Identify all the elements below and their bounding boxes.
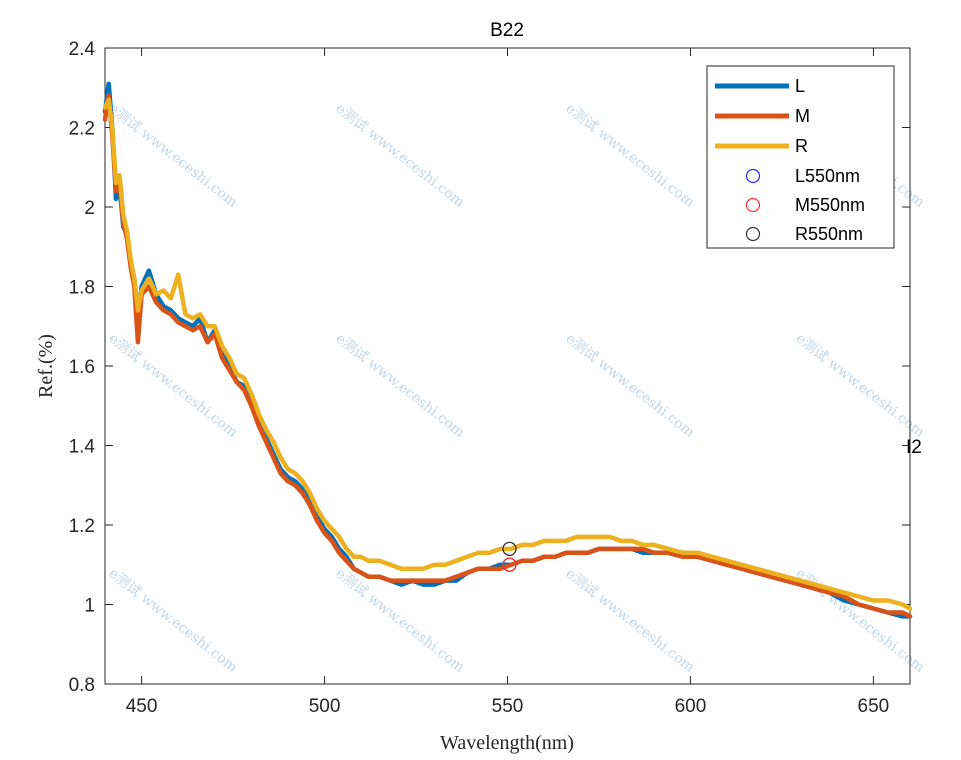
- chart-title: B22: [490, 20, 524, 41]
- legend-box: [706, 65, 895, 249]
- legend-label-r: R: [795, 136, 808, 156]
- legend-label-m550nm: M550nm: [795, 195, 865, 215]
- marker-r550nm: [502, 541, 517, 556]
- series-line-r: [102, 97, 913, 611]
- marker-m550nm: [502, 557, 517, 572]
- x-tick-label: 450: [126, 696, 158, 717]
- y-tick-label: 2: [84, 198, 95, 219]
- axis-ticks: 450 500 550 600 650 0.8 1 1.2 1.4 1.6 1.8 2 2.2 2.4: [69, 39, 910, 717]
- x-tick-label: 600: [675, 696, 707, 717]
- legend-label-l: L: [795, 76, 805, 96]
- x-axis-label: Wavelength(nm): [440, 732, 574, 754]
- y-tick-label: 1.6: [69, 357, 95, 378]
- legend-marker-l550nm: [745, 168, 761, 184]
- side-annotation: I2: [906, 437, 922, 458]
- series-line-m: [102, 93, 913, 619]
- x-tick-label: 650: [858, 696, 890, 717]
- legend-label-r550nm: R550nm: [795, 224, 863, 244]
- y-tick-label: 1: [84, 596, 95, 617]
- y-tick-label: 1.8: [69, 278, 95, 299]
- y-tick-label: 2.2: [69, 119, 95, 140]
- legend-marker-r550nm: [745, 226, 761, 242]
- x-tick-label: 500: [309, 696, 341, 717]
- marker-layer: [502, 541, 517, 572]
- y-tick-label: 2.4: [69, 39, 96, 60]
- x-tick-label: 550: [492, 696, 524, 717]
- y-tick-label: 1.2: [69, 516, 95, 537]
- legend-marker-m550nm: [745, 197, 761, 213]
- y-axis-label: Ref.(%): [35, 334, 57, 398]
- legend-label-m: M: [795, 106, 810, 126]
- series-layer: [102, 81, 913, 619]
- y-tick-label: 1.4: [69, 437, 96, 458]
- legend: L M R L550nm M550nm R550nm: [706, 65, 895, 249]
- y-tick-label: 0.8: [69, 675, 95, 696]
- legend-label-l550nm: L550nm: [795, 166, 860, 186]
